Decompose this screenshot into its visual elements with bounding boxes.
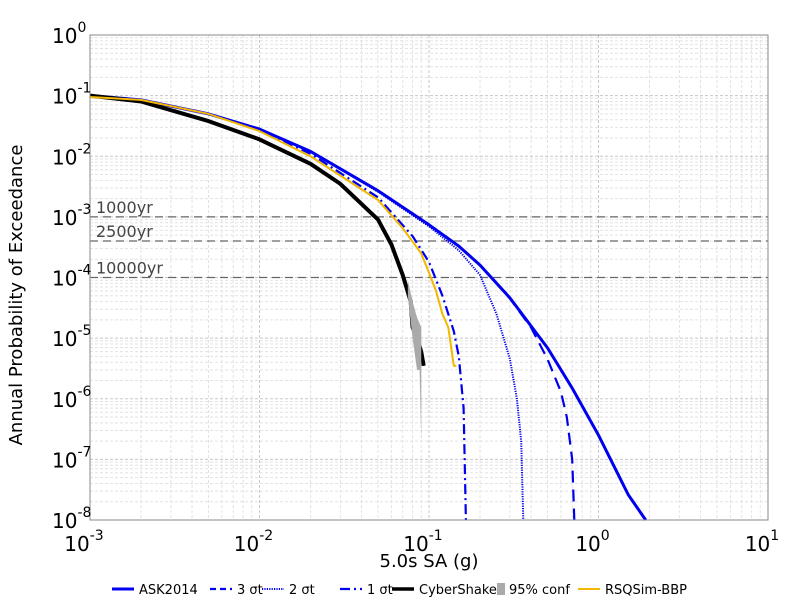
plot-frame	[89, 34, 769, 521]
series-line-1	[89, 94, 576, 521]
y-tick-label: 10-3	[52, 202, 91, 230]
x-tick-label: 10-3	[64, 528, 103, 556]
y-tick-label: 10-1	[52, 81, 91, 109]
reference-lines: 1000yr 2500yr 10000yr	[90, 198, 768, 279]
y-tick-label: 10-6	[52, 384, 92, 412]
y-tick-label: 10-7	[52, 444, 91, 472]
legend-label: CyberShake	[419, 583, 497, 598]
y-tick-label: 10-5	[52, 323, 91, 351]
y-tick-label: 10-2	[52, 141, 91, 169]
x-tick-label: 10-2	[234, 528, 273, 556]
legend-label: 3 σt	[237, 583, 263, 598]
y-tick-label: 10-4	[52, 263, 92, 291]
reference-line-label: 1000yr	[96, 198, 153, 217]
series-95-conf-band	[407, 280, 422, 442]
legend-label: RSQSim-BBP	[605, 583, 687, 598]
y-tick-label: 10-8	[52, 505, 91, 533]
reference-line-label: 2500yr	[96, 222, 153, 241]
plot-series	[89, 93, 647, 521]
x-tick-labels: 10-3 10-2 10-1 100 101	[64, 528, 779, 556]
y-tick-labels: 100 10-1 10-2 10-3 10-4 10-5 10-6 10-7 10-8	[52, 20, 92, 533]
series-line-6	[89, 96, 457, 367]
x-tick-label: 100	[575, 528, 609, 556]
y-tick-label: 100	[52, 20, 86, 48]
legend-label: 95% conf	[509, 583, 570, 598]
legend: ASK2014 3 σt 2 σt 1 σt CyberShake 95% conf RSQ…	[112, 583, 687, 598]
x-tick-label: 101	[745, 528, 779, 556]
reference-line-label: 10000yr	[96, 259, 163, 278]
legend-swatch	[497, 583, 505, 595]
legend-label: ASK2014	[139, 583, 198, 598]
x-tick-label: 10-1	[403, 528, 442, 556]
x-axis-label: 5.0s SA (g)	[380, 551, 479, 572]
legend-label: 1 σt	[367, 583, 393, 598]
legend-label: 2 σt	[289, 583, 315, 598]
y-axis-label: Annual Probability of Exceedance	[6, 145, 27, 446]
